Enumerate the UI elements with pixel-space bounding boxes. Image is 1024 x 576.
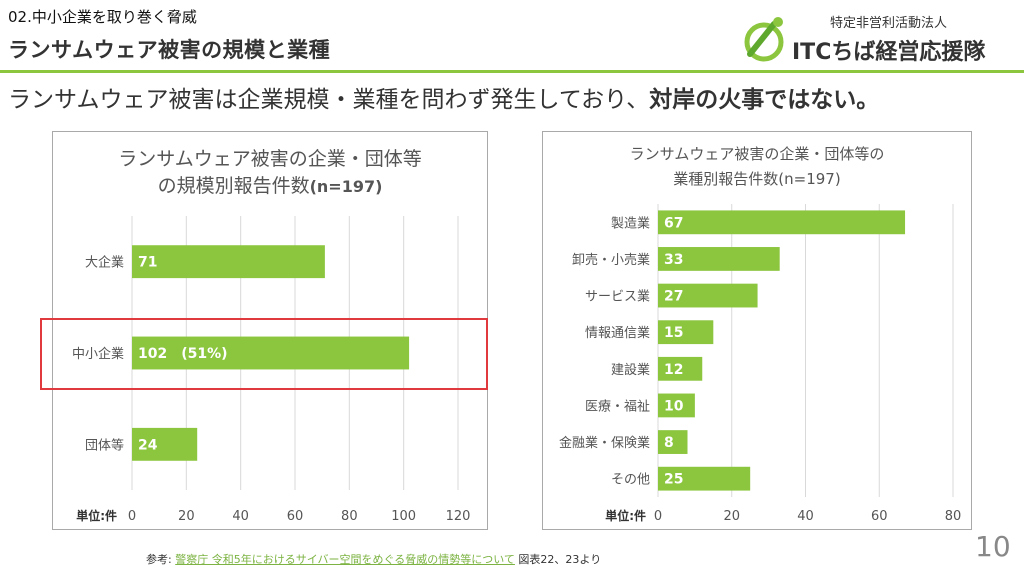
section-label: 02.中小企業を取り巻く脅威 <box>8 8 197 26</box>
industry-chart-title-line1: ランサムウェア被害の企業・団体等の <box>630 145 885 163</box>
size-chart-category-label: 大企業 <box>85 255 124 271</box>
size-chart-tick-label: 60 <box>287 509 304 524</box>
industry-chart-title-line2-text: 業種別報告件数(n=197) <box>673 170 840 188</box>
industry-chart-data-label: 67 <box>664 215 683 231</box>
industry-chart-bar <box>658 210 906 235</box>
highlight-box <box>40 318 488 390</box>
size-chart-tick-label: 100 <box>391 509 416 524</box>
industry-chart-category-label: 卸売・小売業 <box>572 252 650 268</box>
industry-chart-bar <box>658 247 780 271</box>
org-name: ITCちば経営応援隊 <box>792 40 986 65</box>
industry-chart-category-label: 医療・福祉 <box>585 399 650 414</box>
industry-chart-data-label: 8 <box>664 435 674 451</box>
industry-chart-tick-label: 20 <box>723 509 740 524</box>
org-type: 特定非営利活動法人 <box>830 16 948 31</box>
industry-chart-data-label: 25 <box>664 472 683 488</box>
industry-chart-data-label: 12 <box>664 362 683 378</box>
industry-chart-data-label: 27 <box>664 289 683 305</box>
size-chart-tick-label: 120 <box>446 509 471 524</box>
industry-chart-tick-label: 0 <box>654 509 662 524</box>
industry-chart-tick-label: 80 <box>945 509 962 524</box>
industry-chart-tick-label: 40 <box>797 509 814 524</box>
size-chart-data-label: 102 (51%) <box>138 346 228 362</box>
industry-chart-category-label: 製造業 <box>611 215 650 231</box>
size-chart-title-n: (n=197) <box>310 177 383 196</box>
industry-chart-data-label: 15 <box>664 325 683 341</box>
industry-chart-data-label: 10 <box>664 398 684 414</box>
size-chart-data-label: 24 <box>138 437 158 453</box>
industry-chart-title-line2: 業種別報告件数(n=197) <box>673 170 840 188</box>
industry-chart-category-label: 建設業 <box>611 362 650 378</box>
industry-chart-unit-label: 単位:件 <box>605 508 646 523</box>
size-chart-title-line2: の規模別報告件数(n=197) <box>158 175 383 197</box>
size-chart-bar <box>132 427 198 461</box>
size-chart-tick-label: 40 <box>232 509 249 524</box>
size-chart-data-label: 71 <box>138 255 157 271</box>
size-chart-unit-label: 単位:件 <box>76 508 117 523</box>
industry-chart-bar <box>658 356 703 381</box>
industry-chart: ランサムウェア被害の企業・団体等の 業種別報告件数(n=197) 0 20 40 60 80… <box>542 131 972 530</box>
industry-chart-bar <box>658 283 758 308</box>
size-chart-title-line1: ランサムウェア被害の企業・団体等 <box>118 148 422 170</box>
subtitle-emphasis: 対岸の火事ではない。 <box>649 87 880 113</box>
title-rule <box>0 70 1024 73</box>
ref-suffix: 図表22、23より <box>514 553 602 566</box>
size-chart-tick-label: 20 <box>178 509 195 524</box>
industry-chart-category-label: 情報通信業 <box>585 325 650 341</box>
industry-chart-bar <box>658 320 714 345</box>
industry-chart-category-label: サービス業 <box>585 289 650 305</box>
ref-link[interactable]: 警察庁 令和5年におけるサイバー空間をめぐる脅威の情勢等について <box>175 553 515 566</box>
reference-note: 参考: 警察庁 令和5年におけるサイバー空間をめぐる脅威の情勢等について 図表2… <box>146 551 601 567</box>
industry-chart-category-label: 金融業・保険業 <box>559 435 650 451</box>
size-chart-bar <box>132 336 410 370</box>
size-chart: ランサムウェア被害の企業・団体等 の規模別報告件数(n=197) 0 20 40 60 80… <box>52 131 488 530</box>
industry-chart-data-label: 33 <box>664 252 683 268</box>
page-number: 10 <box>975 530 1011 563</box>
industry-chart-tick-label: 60 <box>871 509 888 524</box>
industry-chart-bar <box>658 393 695 418</box>
subtitle-plain: ランサムウェア被害は企業規模・業種を問わず発生しており、 <box>8 87 650 113</box>
ref-prefix: 参考: <box>146 553 176 566</box>
industry-chart-bar <box>658 430 688 454</box>
size-chart-tick-label: 0 <box>128 509 136 524</box>
size-chart-category-label: 中小企業 <box>72 346 124 362</box>
size-chart-tick-label: 80 <box>341 509 358 524</box>
size-chart-title-line2-text: の規模別報告件数 <box>158 175 310 197</box>
logo-mark-icon <box>744 17 784 62</box>
org-logo: 特定非営利活動法人 ITCちば経営応援隊 <box>744 12 1014 68</box>
industry-chart-bar <box>658 466 751 491</box>
slide-title: ランサムウェア被害の規模と業種 <box>8 38 331 62</box>
size-chart-bar <box>132 245 325 279</box>
industry-chart-category-label: その他 <box>611 473 650 488</box>
size-chart-category-label: 団体等 <box>85 437 124 453</box>
subtitle: ランサムウェア被害は企業規模・業種を問わず発生しており、対岸の火事ではない。 <box>8 80 879 114</box>
